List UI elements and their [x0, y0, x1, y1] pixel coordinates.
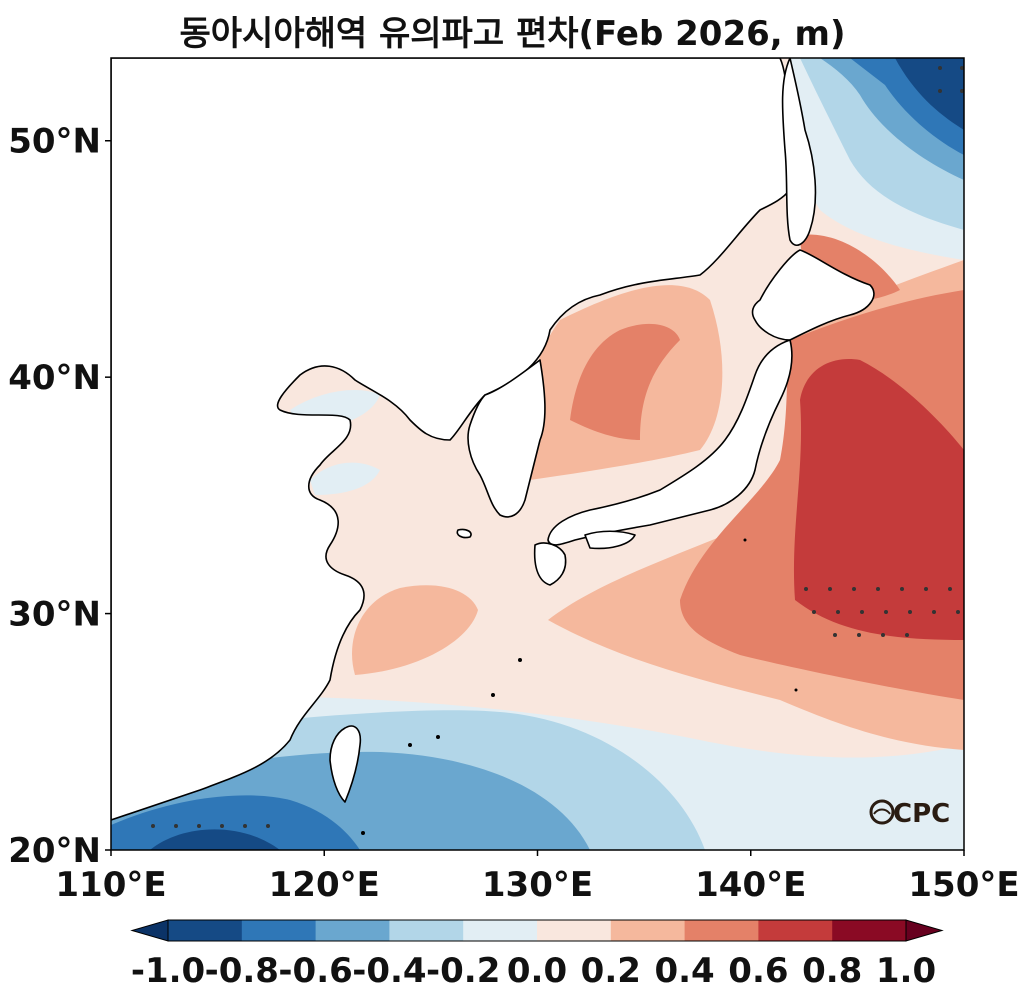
land-korea	[467, 359, 546, 518]
colorbar-bin	[610, 920, 686, 941]
colorbar-label: 1.0	[876, 951, 936, 991]
anomaly-field	[111, 58, 964, 850]
colorbar-bin	[537, 920, 612, 941]
colorbar-bin	[832, 920, 907, 941]
land-sakhalin	[781, 58, 817, 246]
contour-neg-3	[111, 795, 360, 850]
land-jeju	[456, 528, 472, 539]
colorbar-bin	[463, 920, 538, 941]
significance-dots	[151, 66, 964, 828]
small-islands	[361, 538, 798, 835]
map-title: 동아시아해역 유의파고 편차(Feb 2026, m)	[179, 14, 846, 54]
colorbar-extend-min	[130, 919, 169, 942]
ocpc-logo-mark	[869, 799, 895, 825]
land-asia	[111, 58, 798, 821]
colorbar-extend-max	[905, 919, 944, 942]
colorbar-bin	[241, 920, 317, 941]
contour-pac-2	[793, 359, 964, 640]
x-axis-ticks: 110°E 120°E 130°E 140°E 150°E	[55, 850, 1020, 905]
y-tick-label: 30°N	[8, 595, 101, 635]
y-tick-label: 40°N	[8, 358, 101, 398]
colorbar-label: -0.8	[205, 951, 279, 991]
landmass	[111, 58, 875, 821]
colorbar-label: -0.4	[352, 951, 426, 991]
y-tick-label: 50°N	[8, 122, 101, 162]
contour-yellow-sea	[310, 462, 380, 495]
land-kyushu	[533, 542, 567, 586]
x-tick-label: 150°E	[908, 865, 1019, 905]
colorbar-label: -0.2	[426, 951, 500, 991]
colorbar-bin	[758, 920, 833, 941]
land-shikoku	[584, 530, 636, 550]
x-tick-label: 130°E	[482, 865, 593, 905]
colorbar-label: -1.0	[131, 951, 205, 991]
contour-js-1	[570, 323, 680, 440]
ocpc-logo-text: CPC	[893, 799, 950, 829]
x-tick-label: 140°E	[695, 865, 806, 905]
x-tick-label: 110°E	[55, 865, 166, 905]
colorbar-outline	[167, 919, 907, 942]
y-tick-label: 20°N	[8, 831, 101, 871]
colorbar-bin	[684, 920, 759, 941]
colorbar: -1.0 -0.8 -0.6 -0.4 -0.2 0.0 0.2 0.4 0.6 0.8 1.0	[130, 919, 944, 991]
contour-ecs	[352, 585, 478, 675]
land-taiwan	[329, 725, 362, 803]
land-hokkaido	[751, 249, 875, 341]
colorbar-label: 0.0	[507, 951, 567, 991]
colorbar-label: 0.6	[728, 951, 788, 991]
contour-ne-4	[895, 58, 964, 130]
colorbar-bin	[315, 920, 390, 941]
y-axis-ticks: 20°N 30°N 40°N 50°N	[8, 122, 111, 871]
colorbar-bin	[389, 920, 464, 941]
x-tick-label: 120°E	[269, 865, 380, 905]
contour-neg-4	[150, 829, 280, 850]
colorbar-label: -0.6	[278, 951, 352, 991]
colorbar-label: 0.2	[581, 951, 641, 991]
colorbar-bin	[168, 920, 243, 941]
ocpc-logo: CPC	[869, 799, 950, 829]
colorbar-label: 0.4	[654, 951, 714, 991]
colorbar-label: 0.8	[802, 951, 862, 991]
